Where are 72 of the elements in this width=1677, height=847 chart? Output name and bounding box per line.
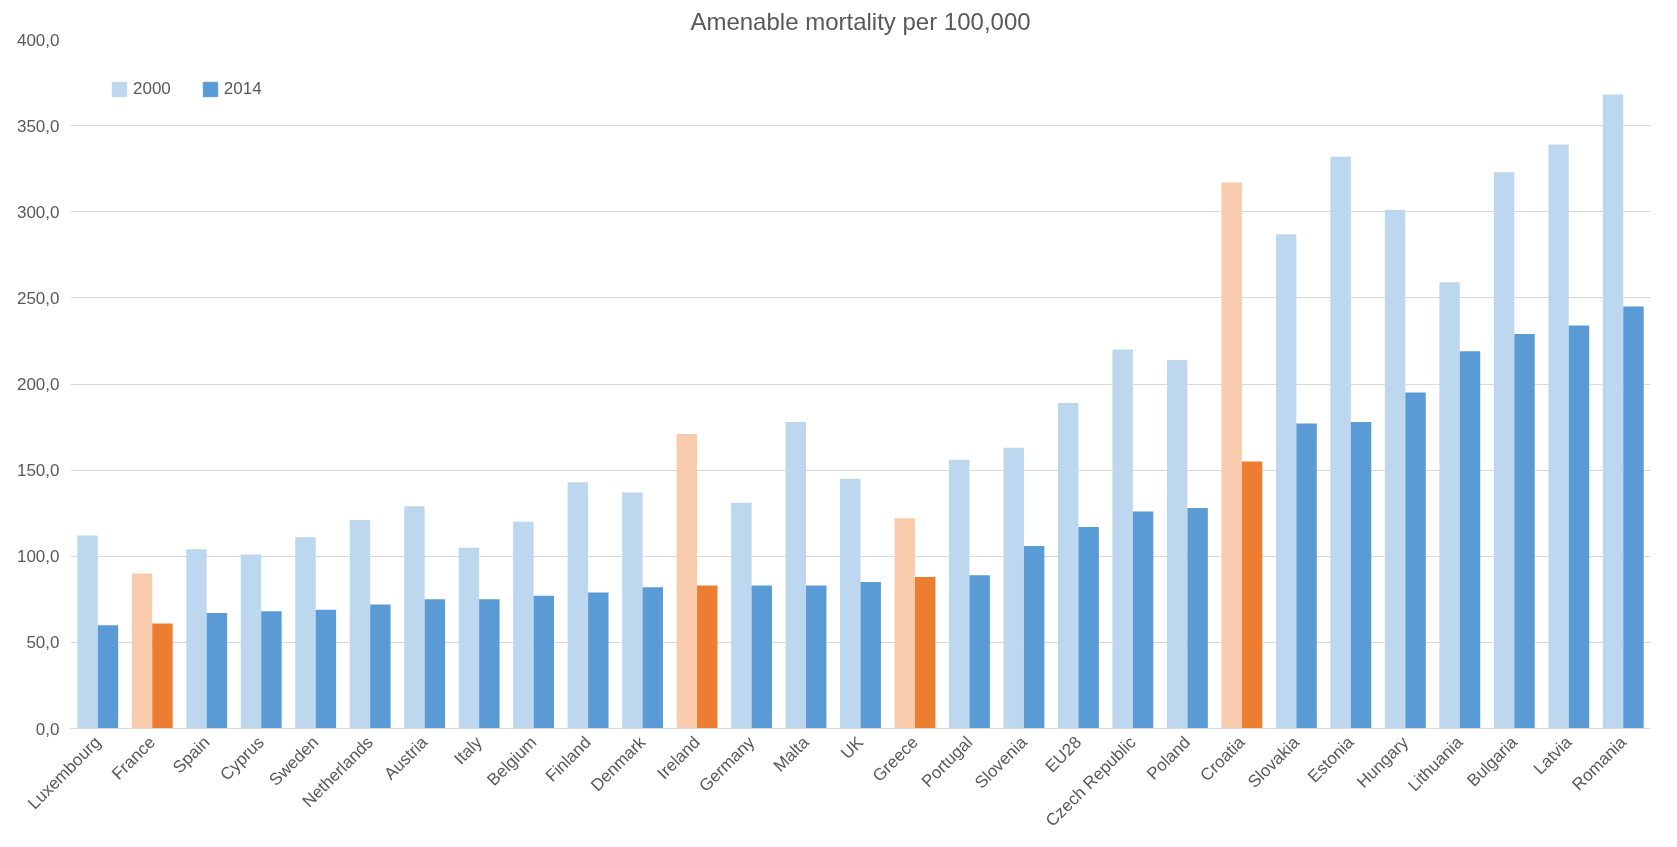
bar xyxy=(860,582,881,729)
bar xyxy=(914,576,936,729)
chart-title: Amenable mortality per 100,000 xyxy=(690,7,1031,35)
bar xyxy=(1568,325,1590,729)
bar xyxy=(697,585,718,729)
bar xyxy=(152,623,173,729)
bar xyxy=(97,625,119,729)
bar xyxy=(676,433,698,729)
bar xyxy=(806,585,827,729)
bar xyxy=(1241,461,1263,729)
bar xyxy=(479,599,500,729)
bar xyxy=(969,575,990,729)
x-tick-label: UK xyxy=(837,732,868,763)
bar xyxy=(261,611,282,729)
bar xyxy=(1493,172,1515,729)
bar xyxy=(1275,234,1297,729)
y-tick-label: 400,0 xyxy=(16,30,60,50)
bar xyxy=(424,599,446,729)
bar xyxy=(186,549,207,729)
bar xyxy=(785,421,807,729)
bar xyxy=(622,492,643,729)
y-tick-label: 0,0 xyxy=(35,719,60,739)
legend-label: 2000 xyxy=(133,79,171,99)
x-tick-label: Italy xyxy=(450,732,487,769)
legend-label: 2014 xyxy=(223,79,262,99)
bar xyxy=(1350,421,1372,729)
bar xyxy=(1459,351,1481,729)
y-tick-label: 150,0 xyxy=(16,461,60,481)
bar xyxy=(567,482,589,729)
bar xyxy=(370,604,391,729)
bar xyxy=(1548,144,1569,729)
bar xyxy=(1221,182,1242,729)
bar xyxy=(533,595,555,729)
bar xyxy=(1623,306,1644,729)
bar xyxy=(315,609,337,729)
y-tick-label: 350,0 xyxy=(16,116,60,136)
bar xyxy=(349,520,371,729)
bar xyxy=(1187,508,1208,729)
y-tick-label: 100,0 xyxy=(16,547,60,567)
bar xyxy=(1384,210,1406,729)
bar xyxy=(588,592,609,729)
bar xyxy=(295,537,316,729)
bar xyxy=(206,613,228,729)
bar xyxy=(77,535,98,729)
bar xyxy=(1166,359,1188,729)
bar xyxy=(1514,334,1535,729)
bar xyxy=(1023,545,1045,729)
bar xyxy=(642,587,663,729)
bar xyxy=(1296,423,1317,729)
bar xyxy=(131,573,153,729)
bar xyxy=(240,554,262,729)
bar xyxy=(731,502,752,729)
bar xyxy=(1602,94,1624,729)
bar xyxy=(458,547,480,729)
bar xyxy=(1078,526,1099,729)
bar xyxy=(1003,447,1024,729)
y-tick-label: 300,0 xyxy=(16,202,60,222)
bar xyxy=(1330,156,1351,729)
bar xyxy=(1058,402,1079,729)
bar xyxy=(1439,282,1460,729)
bar xyxy=(1132,511,1154,729)
bar xyxy=(949,459,970,729)
y-tick-label: 200,0 xyxy=(16,375,60,394)
y-tick-label: 50,0 xyxy=(26,633,60,653)
bar xyxy=(894,518,915,729)
bar xyxy=(513,521,534,729)
bar xyxy=(751,585,772,729)
bar xyxy=(1405,392,1426,729)
bar xyxy=(404,506,425,729)
y-tick-label: 250,0 xyxy=(16,288,60,308)
bar xyxy=(840,478,861,729)
bar xyxy=(1112,349,1133,729)
